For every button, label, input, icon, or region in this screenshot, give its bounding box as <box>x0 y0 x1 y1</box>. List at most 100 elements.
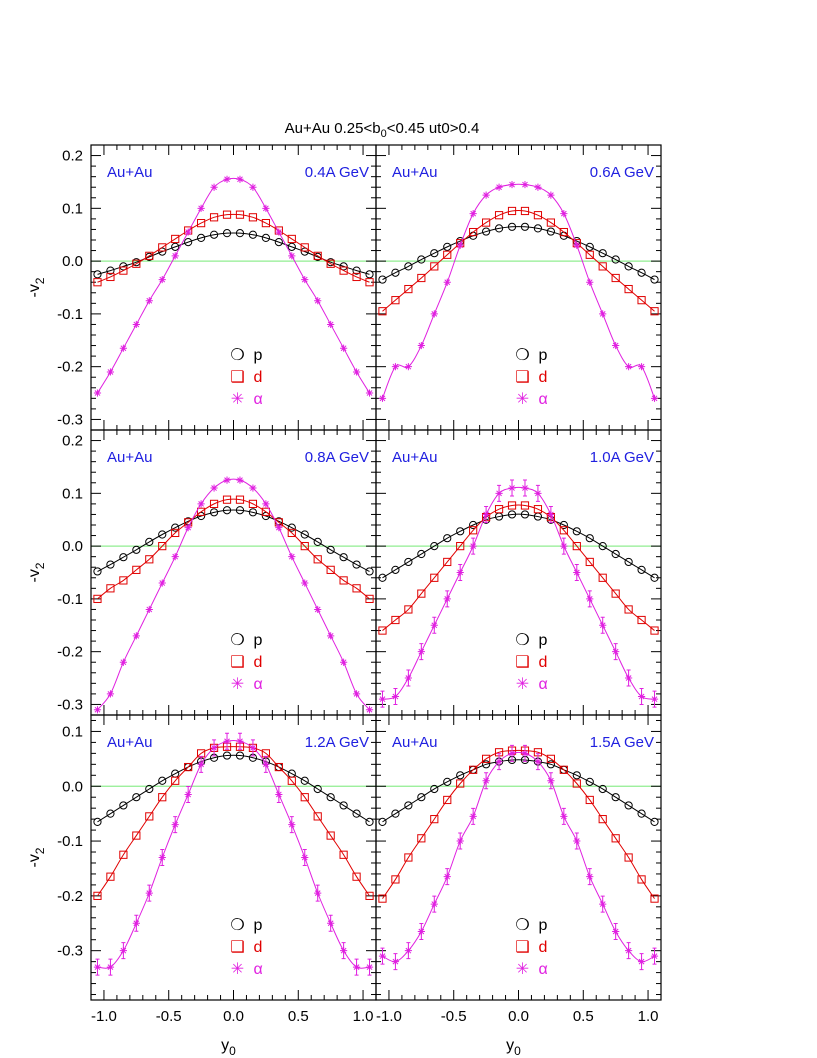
data-point-alpha <box>482 191 490 199</box>
data-point-alpha <box>586 873 594 881</box>
data-point-alpha <box>262 204 270 212</box>
y-tick-label: 0.1 <box>62 485 83 502</box>
data-point-alpha <box>340 344 348 352</box>
data-point-p <box>507 510 517 519</box>
data-point-d <box>339 850 348 859</box>
data-point-d <box>93 594 102 603</box>
data-point-d <box>158 243 167 252</box>
data-point-d <box>559 526 568 535</box>
panel-system-label: Au+Au <box>107 449 152 466</box>
data-point-alpha <box>93 963 102 971</box>
data-point-p <box>443 242 452 251</box>
legend-symbol-p: ❍ <box>515 917 529 934</box>
data-point-alpha <box>650 695 659 703</box>
y-tick-label: -0.1 <box>57 833 83 850</box>
data-point-d <box>261 219 270 228</box>
y-axis-title: -v2 <box>26 847 47 867</box>
data-point-alpha <box>197 500 205 508</box>
data-point-p <box>106 266 115 275</box>
data-point-alpha <box>288 553 296 561</box>
y-tick-label: 0.0 <box>62 253 83 270</box>
data-point-p <box>313 537 322 546</box>
data-point-alpha <box>417 648 425 656</box>
x-tick-label: 0.5 <box>573 1008 594 1025</box>
panel-frame <box>375 429 662 716</box>
data-point-alpha <box>469 812 477 820</box>
data-point-alpha <box>625 947 633 955</box>
data-point-p <box>546 227 555 236</box>
data-point-p <box>417 549 426 559</box>
data-point-d <box>611 589 620 598</box>
data-point-d <box>507 206 517 216</box>
data-point-alpha <box>145 605 153 614</box>
y-tick-label: 0.0 <box>62 538 83 555</box>
data-point-p <box>598 542 607 551</box>
figure-title: Au+Au 0.25<b0<0.45 ut0>0.4 <box>285 120 480 140</box>
panel-1: Au+Au 0.4A GeV ❍ p ❑ d ✳ α 0.2 0.1 0.0 -0.1 -0.2 -0.3… <box>26 144 377 431</box>
x-axis-title: y0 <box>506 1037 521 1058</box>
data-point-alpha <box>314 297 322 305</box>
panel-frame <box>375 714 662 1001</box>
data-point-alpha <box>430 310 438 318</box>
data-point-d <box>469 227 478 237</box>
data-point-alpha <box>275 524 283 532</box>
data-point-alpha <box>404 363 412 371</box>
data-point-p <box>546 760 555 769</box>
legend-label-p: p <box>539 632 548 649</box>
data-point-d <box>235 210 245 219</box>
data-point-alpha <box>612 648 620 656</box>
data-point-d <box>520 206 530 216</box>
data-point-alpha <box>521 484 529 492</box>
legend-symbol-alpha: ✳ <box>516 676 529 693</box>
data-point-p <box>637 809 646 818</box>
data-point-p <box>197 511 206 521</box>
data-point-d <box>533 211 543 220</box>
data-point-d <box>339 576 348 585</box>
data-point-p <box>365 567 374 576</box>
data-point-alpha <box>158 853 166 862</box>
data-point-alpha <box>637 958 646 966</box>
curve-p <box>382 759 655 823</box>
data-point-d <box>546 218 555 227</box>
y-tick-label: -0.3 <box>57 943 83 960</box>
curve-p <box>382 226 655 281</box>
data-point-p <box>365 270 374 279</box>
data-point-d <box>611 834 620 843</box>
data-point-p <box>171 242 180 251</box>
legend-label-alpha: α <box>254 676 263 693</box>
panel-system-label: Au+Au <box>392 449 437 466</box>
data-point-p <box>326 545 335 554</box>
data-point-alpha <box>171 553 179 561</box>
legend-label-p: p <box>539 347 548 364</box>
data-point-d <box>274 762 283 772</box>
data-point-p <box>469 520 478 530</box>
data-point-p <box>300 247 309 256</box>
data-point-p <box>119 801 128 810</box>
legend-symbol-d: ❑ <box>230 369 244 386</box>
data-point-p <box>598 249 607 258</box>
data-point-d <box>222 495 232 504</box>
data-point-alpha <box>223 175 231 183</box>
data-point-alpha <box>469 210 477 218</box>
data-point-p <box>235 229 245 238</box>
panel-frame <box>90 144 377 431</box>
data-point-alpha <box>275 790 283 799</box>
data-point-alpha <box>184 524 192 532</box>
data-point-d <box>650 626 659 635</box>
data-point-p <box>248 508 258 517</box>
data-point-alpha <box>495 757 503 766</box>
data-point-p <box>430 542 439 551</box>
data-point-p <box>417 255 426 264</box>
data-point-alpha <box>391 692 400 701</box>
data-point-d <box>158 542 167 551</box>
data-point-p <box>559 520 568 530</box>
data-point-p <box>209 508 219 517</box>
data-point-alpha <box>352 368 361 376</box>
data-point-alpha <box>482 777 490 785</box>
data-point-d <box>417 834 426 843</box>
data-point-alpha <box>93 706 102 714</box>
x-tick-label: 0.0 <box>223 1008 244 1025</box>
data-point-alpha <box>93 389 102 397</box>
y-axis-title: -v2 <box>26 562 47 582</box>
data-point-alpha <box>365 389 374 397</box>
